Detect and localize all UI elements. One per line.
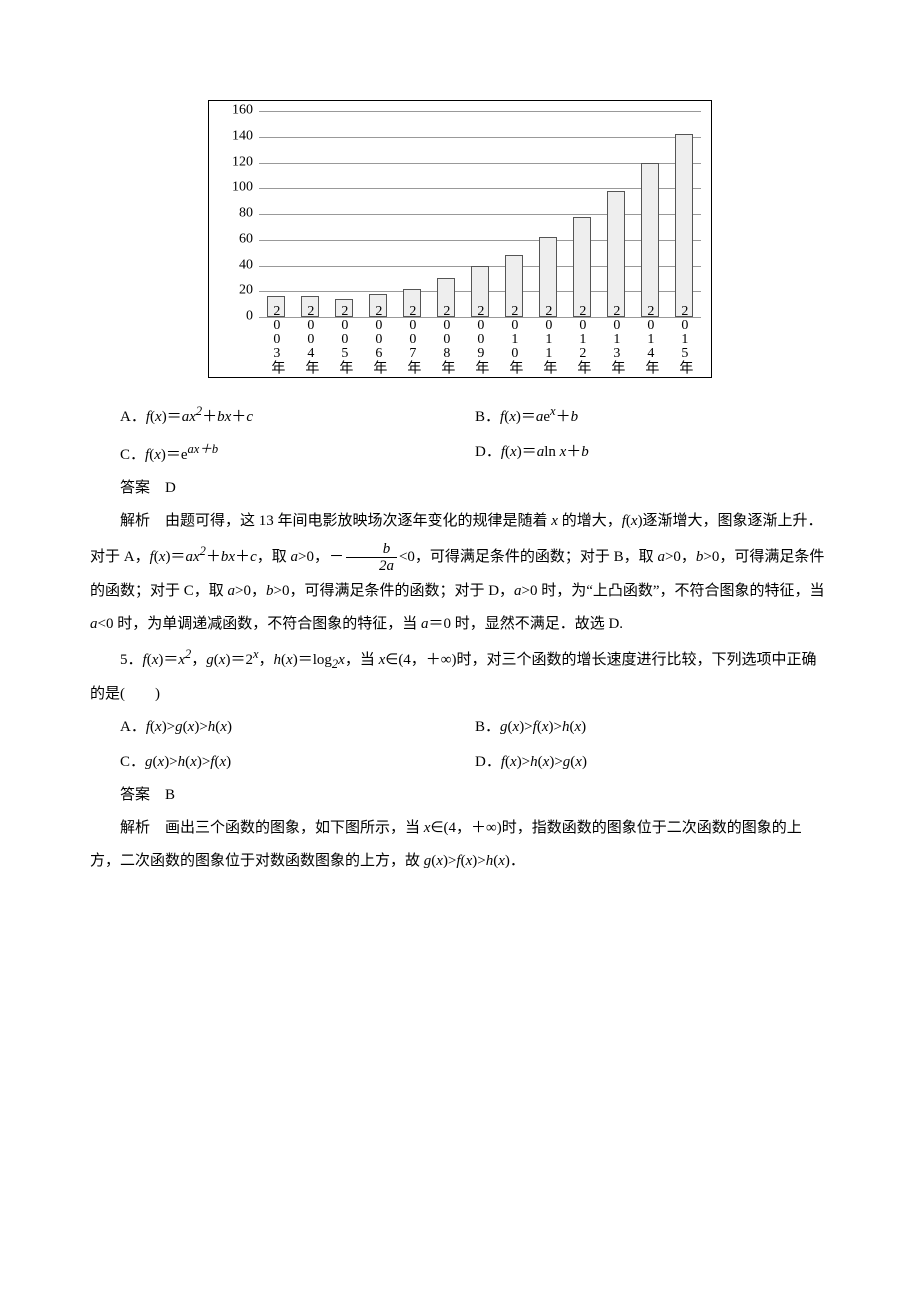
bar-chart: 020406080100120140160 2003年2004年2005年200… (208, 100, 712, 378)
q4-options: A．f(x)＝ax2＋bx＋c B．f(x)＝aex＋b C．f(x)＝eax＋… (120, 398, 830, 472)
q5-option-a: A．f(x)>g(x)>h(x) (120, 711, 475, 744)
x-tick-label: 2007年 (397, 304, 428, 373)
x-tick-label: 2015年 (669, 304, 700, 373)
q5-answer: 答案B (90, 779, 830, 812)
x-tick-label: 2003年 (261, 304, 292, 373)
q5-options: A．f(x)>g(x)>h(x) B．g(x)>f(x)>h(x) C．g(x)… (120, 711, 830, 779)
x-tick-label: 2009年 (465, 304, 496, 373)
x-tick-label: 2008年 (431, 304, 462, 373)
x-tick-label: 2005年 (329, 304, 360, 373)
q4-answer: 答案D (90, 472, 830, 505)
q4-option-c: C．f(x)＝eax＋b (120, 436, 475, 472)
q4-option-b: B．f(x)＝aex＋b (475, 398, 830, 434)
q5-option-b: B．g(x)>f(x)>h(x) (475, 711, 830, 744)
y-tick-label: 160 (232, 96, 253, 127)
x-tick-label: 2006年 (363, 304, 394, 373)
q4-option-d: D．f(x)＝aln x＋b (475, 436, 830, 472)
x-tick-label: 2013年 (601, 304, 632, 373)
q5-stem: 5．f(x)＝x2，g(x)＝2x，h(x)＝log2x，当 x∈(4，＋∞)时… (90, 641, 830, 712)
q4-option-a: A．f(x)＝ax2＋bx＋c (120, 398, 475, 434)
x-tick-label: 2012年 (567, 304, 598, 373)
chart-container: 020406080100120140160 2003年2004年2005年200… (90, 100, 830, 378)
q5-explain: 解析画出三个函数的图象，如下图所示，当 x∈(4，＋∞)时，指数函数的图象位于二… (90, 812, 830, 878)
x-tick-label: 2004年 (295, 304, 326, 373)
q5-option-c: C．g(x)>h(x)>f(x) (120, 746, 475, 779)
x-tick-label: 2010年 (499, 304, 530, 373)
x-axis-labels: 2003年2004年2005年2006年2007年2008年2009年2010年… (259, 111, 701, 317)
q4-explain-1: 解析由题可得，这 13 年间电影放映场次逐年变化的规律是随着 x 的增大，f(x… (90, 505, 830, 641)
x-tick-label: 2011年 (533, 304, 564, 373)
q5-option-d: D．f(x)>h(x)>g(x) (475, 746, 830, 779)
x-tick-label: 2014年 (635, 304, 666, 373)
plot-area: 020406080100120140160 2003年2004年2005年200… (259, 111, 701, 317)
